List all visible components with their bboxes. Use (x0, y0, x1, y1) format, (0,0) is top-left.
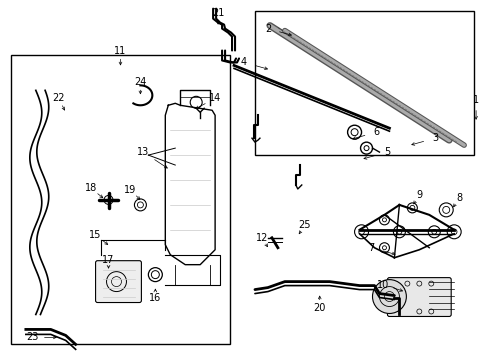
Text: 17: 17 (102, 255, 115, 265)
Bar (11, 55, 230, 345)
Text: 11: 11 (114, 45, 126, 55)
Circle shape (372, 280, 406, 314)
Text: 12: 12 (256, 233, 268, 243)
FancyBboxPatch shape (96, 261, 142, 302)
Text: 14: 14 (209, 93, 221, 103)
Text: 20: 20 (314, 302, 326, 312)
Text: 23: 23 (26, 332, 39, 342)
Text: 10: 10 (377, 280, 390, 289)
Text: 13: 13 (137, 147, 149, 157)
Bar (255, 11, 474, 155)
Text: 5: 5 (384, 147, 391, 157)
Text: 7: 7 (368, 243, 375, 253)
Text: 6: 6 (373, 127, 380, 137)
Text: 4: 4 (241, 58, 247, 67)
FancyBboxPatch shape (388, 278, 451, 316)
Text: 16: 16 (149, 293, 162, 302)
Text: 3: 3 (432, 133, 439, 143)
Text: 1: 1 (473, 95, 479, 105)
Text: 2: 2 (265, 24, 271, 33)
Text: 21: 21 (212, 8, 224, 18)
Text: 25: 25 (298, 220, 311, 230)
Text: 8: 8 (456, 193, 462, 203)
Text: 22: 22 (52, 93, 65, 103)
Text: 24: 24 (134, 77, 147, 87)
Text: 9: 9 (416, 190, 422, 200)
Text: 19: 19 (124, 185, 137, 195)
Text: 18: 18 (84, 183, 97, 193)
Text: 15: 15 (89, 230, 102, 240)
